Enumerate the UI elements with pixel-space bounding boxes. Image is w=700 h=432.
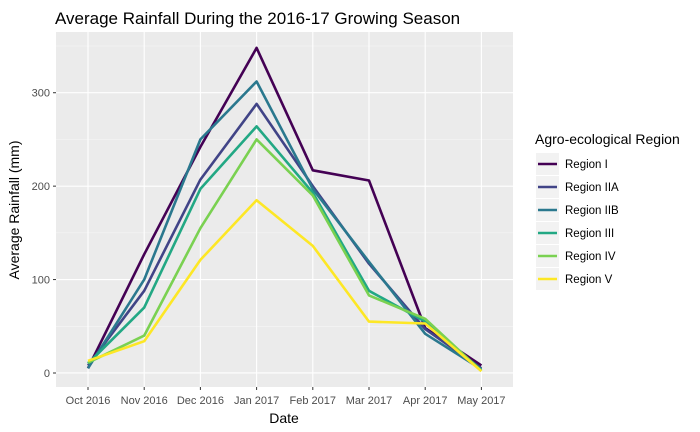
legend-label: Region I [565,159,608,171]
series-lines [86,46,483,373]
series-line [86,102,483,370]
x-tick-label: Jan 2017 [234,395,279,407]
series-line [87,125,483,372]
y-axis-title: Average Rainfall (mm) [6,140,22,279]
legend-label: Region IIA [565,182,619,194]
y-tick-label: 200 [32,181,50,193]
x-axis-title: Date [269,410,299,426]
x-tick-label: Apr 2017 [403,395,448,407]
legend: Agro-ecological Region Region I Region II… [535,131,680,290]
series-line [86,46,483,369]
legend-label: Region III [565,228,614,240]
legend-label: Region IIB [565,205,619,217]
chart-title: Average Rainfall During the 2016-17 Grow… [55,9,460,28]
plot-panel [56,32,513,387]
x-tick-label: Dec 2016 [177,395,224,407]
series-line [87,138,483,373]
x-tick-label: May 2017 [457,395,505,407]
y-tick-label: 100 [32,275,50,287]
series-line [87,198,483,373]
y-tick-label: 300 [32,88,50,100]
x-tick-label: Oct 2016 [66,395,111,407]
x-tick-label: Mar 2017 [346,395,392,407]
x-tick-label: Feb 2017 [290,395,336,407]
y-tick-label: 0 [44,368,50,380]
x-tick-label: Nov 2016 [121,395,168,407]
legend-label: Region V [565,274,613,286]
series-line [86,80,483,371]
y-axis: 0 100 200 300 [32,88,56,380]
legend-title: Agro-ecological Region [535,131,680,147]
x-axis: Oct 2016 Nov 2016 Dec 2016 Jan 2017 Feb 2017… [66,387,506,407]
legend-label: Region IV [565,251,616,263]
